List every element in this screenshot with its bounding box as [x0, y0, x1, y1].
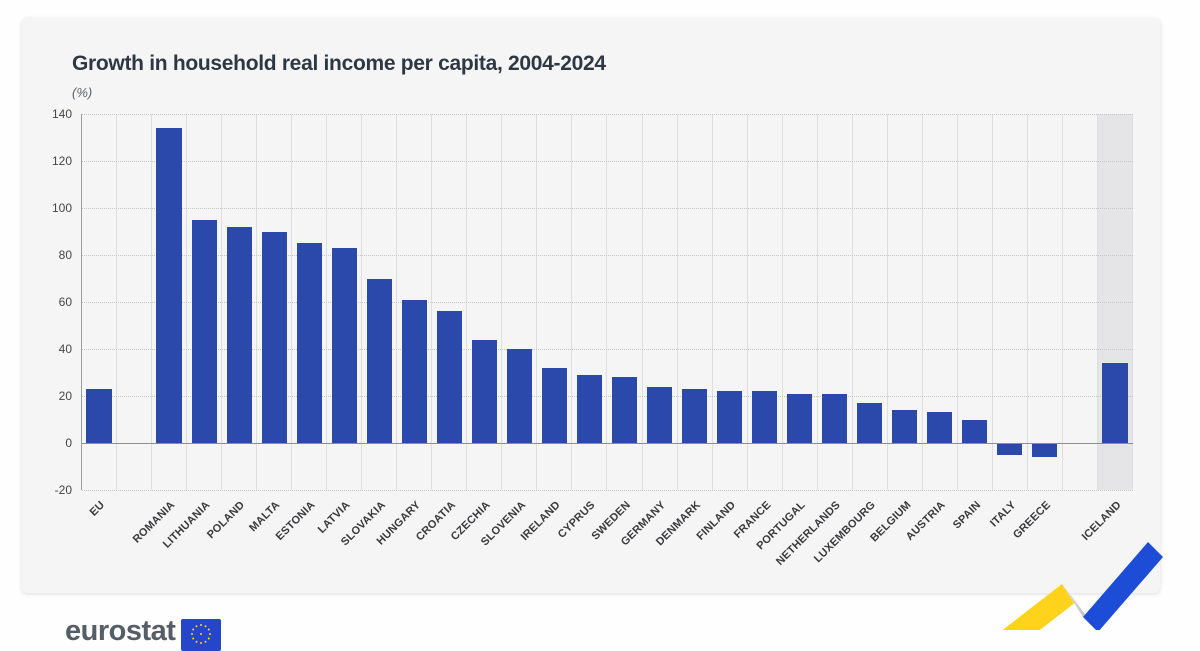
bar-denmark — [681, 388, 708, 443]
slot-romania: ROMANIA — [131, 114, 188, 546]
ribbon-yellow-band — [1002, 584, 1076, 630]
bar-slovakia — [366, 278, 392, 443]
grid-line — [82, 490, 1133, 491]
x-label-poland: POLAND — [205, 499, 248, 542]
eurostat-ribbon-graphic — [1002, 542, 1163, 630]
grid-line — [82, 114, 1133, 115]
bar-spain — [962, 419, 988, 443]
bar-belgium — [892, 410, 918, 443]
y-axis-tick-label: 120 — [51, 154, 72, 168]
eu-flag-icon — [181, 619, 222, 651]
grid-line — [82, 255, 1133, 256]
bar-finland — [716, 391, 743, 443]
y-axis-tick-label: 100 — [51, 201, 72, 215]
bar-iceland — [1102, 363, 1128, 443]
plot-area: EU ROMANIA LITHUANIA POLAND MALTA ESTONIA LATV… — [81, 114, 1133, 568]
bar-austria — [927, 412, 953, 443]
bar-greece — [1032, 443, 1058, 458]
page: { "chart_data": { "type": "bar", "title"… — [22, 18, 1163, 651]
chart-unit-label: (%) — [72, 85, 93, 100]
grid-line — [82, 396, 1133, 397]
x-label-spain: SPAIN — [950, 499, 984, 532]
bar-cyprus — [576, 374, 603, 443]
eurostat-logo: eurostat — [65, 615, 222, 651]
zero-line — [82, 443, 1133, 444]
y-axis-tick-label: -20 — [54, 483, 72, 497]
bar-sweden — [611, 377, 638, 443]
bar-czechia — [471, 339, 497, 443]
bar-croatia — [436, 311, 462, 443]
grid-line — [82, 349, 1133, 350]
bar-malta — [261, 231, 287, 443]
grid-line — [82, 302, 1133, 303]
bar-slovenia — [506, 349, 532, 443]
chart-title: Growth in household real income per capi… — [72, 52, 606, 75]
bar-latvia — [331, 247, 357, 443]
bar-netherlands — [822, 393, 848, 443]
bar-ireland — [541, 367, 567, 443]
x-label-luxembourg: LUXEMBOURG — [812, 499, 879, 566]
bar-romania — [156, 128, 182, 443]
y-axis: 140 120 100 80 60 40 20 0 -20 — [22, 107, 72, 497]
y-axis-tick-label: 40 — [58, 342, 72, 356]
x-label-eu: EU — [87, 499, 108, 519]
bar-italy — [997, 443, 1023, 455]
slot-estonia: ESTONIA — [274, 114, 328, 543]
bar-germany — [646, 386, 673, 443]
y-axis-tick-label: 140 — [51, 107, 72, 121]
bar-eu — [86, 388, 112, 443]
eu-flag-stars — [200, 633, 203, 635]
bar-poland — [226, 226, 252, 443]
y-axis-tick-label: 60 — [58, 295, 72, 309]
grid-line — [82, 161, 1133, 162]
bar-hungary — [401, 299, 427, 443]
slot-poland: POLAND — [205, 114, 258, 541]
bar-lithuania — [191, 219, 217, 443]
x-label-netherlands: NETHERLANDS — [774, 499, 844, 568]
y-axis-tick-label: 20 — [58, 389, 72, 403]
y-axis-tick-label: 80 — [58, 248, 72, 262]
bar-estonia — [296, 243, 322, 443]
ribbon-blue-band — [1083, 542, 1163, 630]
slot-lithuania: LITHUANIA — [161, 114, 223, 551]
y-axis-tick-label: 0 — [65, 436, 72, 450]
bar-portugal — [787, 393, 813, 443]
bar-luxembourg — [857, 403, 883, 443]
chart-card: Growth in household real income per capi… — [22, 18, 1160, 593]
bar-france — [752, 391, 778, 443]
grid-line — [82, 208, 1133, 209]
eurostat-logo-text: eurostat — [65, 615, 176, 647]
